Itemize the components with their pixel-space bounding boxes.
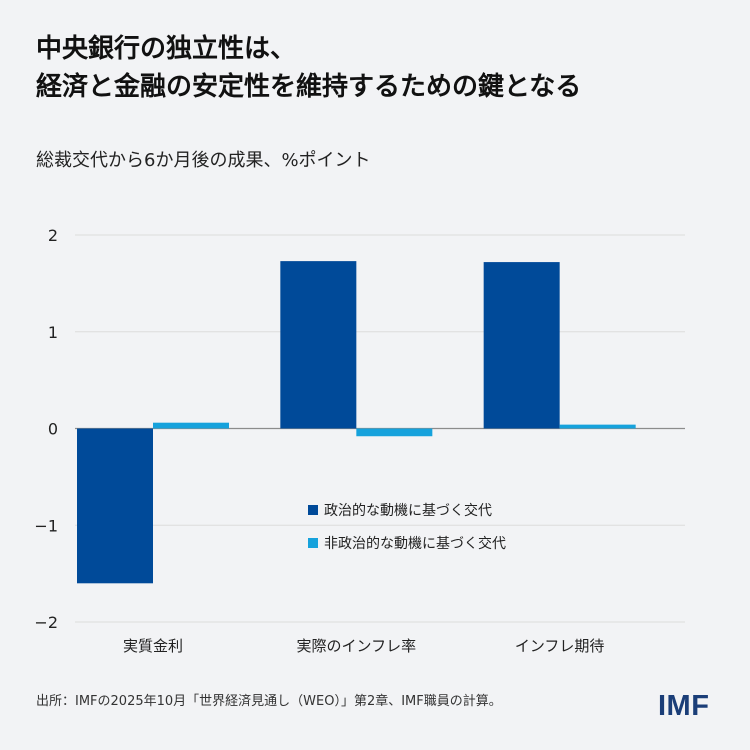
bar-political xyxy=(483,262,560,429)
bar-political xyxy=(77,428,153,584)
bar-political xyxy=(280,261,357,429)
chart-title: 中央銀行の独立性は、 経済と金融の安定性を維持するための鍵となる xyxy=(36,30,726,106)
chart-title-line1: 中央銀行の独立性は、 xyxy=(36,34,297,64)
source-note: 出所：IMFの2025年10月「世界経済見通し（WEO）」第2章、IMF職員の計… xyxy=(36,694,502,709)
y-tick-label: 2 xyxy=(48,226,58,245)
bar-nonpolitical xyxy=(559,424,636,429)
legend-label: 政治的な動機に基づく交代 xyxy=(324,502,492,519)
legend-label: 非政治的な動機に基づく交代 xyxy=(324,535,506,552)
y-tick-label: 0 xyxy=(48,420,58,439)
y-tick-label: −2 xyxy=(34,613,58,632)
y-tick-label: −1 xyxy=(34,516,58,535)
x-tick-label: インフレ期待 xyxy=(515,637,605,655)
bar-nonpolitical xyxy=(356,428,433,437)
x-tick-label: 実質金利 xyxy=(123,637,183,655)
chart-subtitle: 総裁交代から6か月後の成果、%ポイント xyxy=(36,150,371,171)
x-tick-label: 実際のインフレ率 xyxy=(297,637,417,655)
bar-nonpolitical xyxy=(153,422,229,429)
y-tick-label: 1 xyxy=(48,323,58,342)
legend-swatch xyxy=(308,538,318,548)
legend-swatch xyxy=(308,505,318,515)
chart-title-line2: 経済と金融の安定性を維持するための鍵となる xyxy=(36,72,582,102)
bar-chart: 2 1 0 −1 −2 実質金利 実際のインフレ率 インフレ期待 政治的な動機に基づく交代非政治… xyxy=(34,226,685,655)
imf-logo: IMF xyxy=(658,690,710,722)
